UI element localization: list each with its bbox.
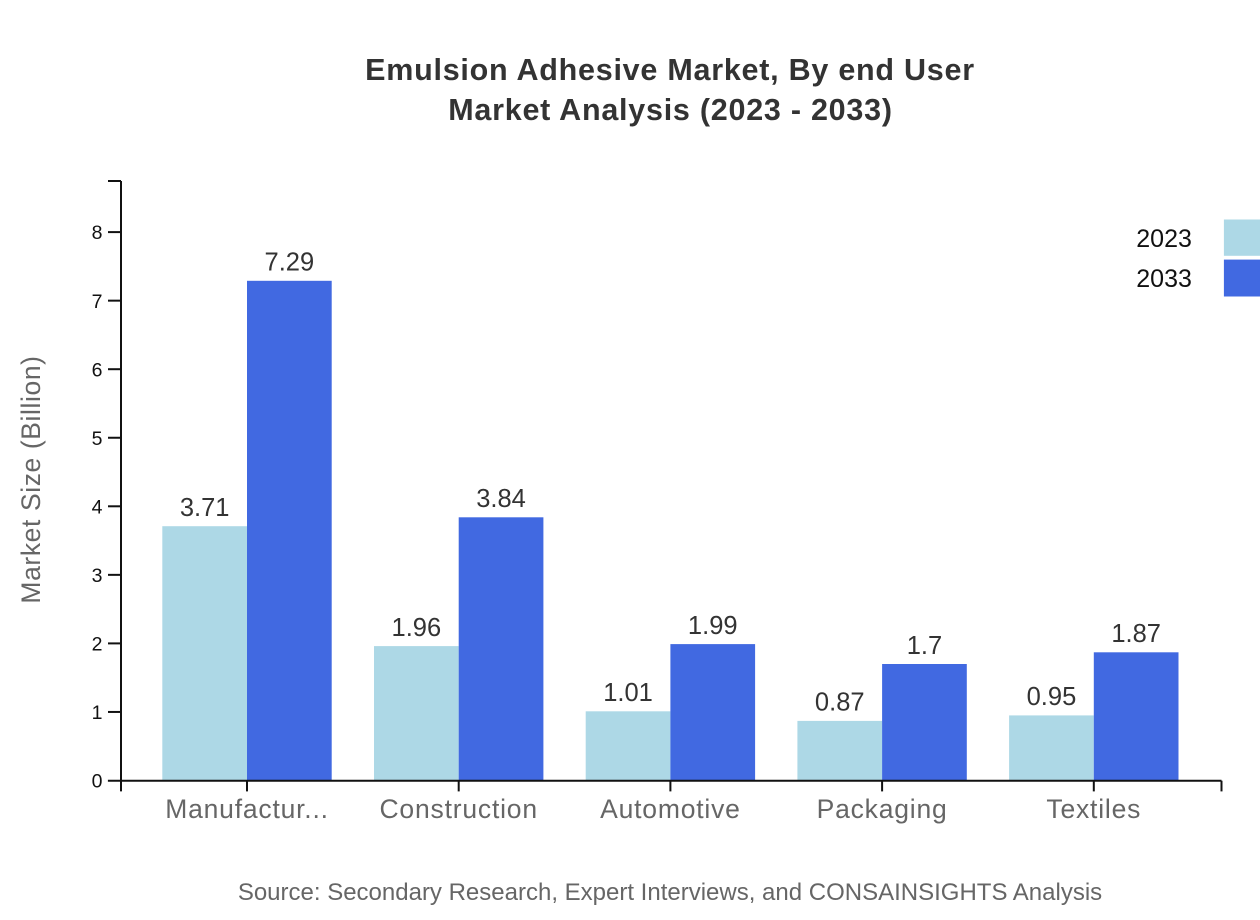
svg-text:1.96: 1.96 [392, 614, 442, 642]
svg-text:Emulsion Adhesive Market, By e: Emulsion Adhesive Market, By end User [365, 53, 975, 87]
svg-text:1.7: 1.7 [907, 632, 942, 660]
svg-text:1.99: 1.99 [688, 612, 738, 640]
svg-text:Packaging: Packaging [817, 794, 948, 824]
svg-text:4: 4 [92, 496, 103, 518]
svg-text:5: 5 [92, 428, 103, 450]
svg-text:2033: 2033 [1136, 265, 1192, 293]
svg-text:2: 2 [92, 634, 103, 656]
svg-text:Construction: Construction [380, 794, 538, 824]
svg-text:1.87: 1.87 [1111, 620, 1161, 648]
svg-text:Textiles: Textiles [1046, 794, 1141, 824]
svg-text:0: 0 [92, 771, 103, 793]
svg-text:7.29: 7.29 [265, 249, 315, 277]
svg-text:Manufactur...: Manufactur... [165, 794, 329, 824]
svg-text:Market Analysis (2023 - 2033): Market Analysis (2023 - 2033) [448, 93, 892, 127]
svg-text:0.95: 0.95 [1027, 683, 1077, 711]
svg-text:2023: 2023 [1136, 225, 1192, 253]
svg-text:3.84: 3.84 [476, 485, 526, 513]
svg-text:3: 3 [92, 565, 103, 587]
svg-text:8: 8 [92, 222, 103, 244]
svg-text:1: 1 [92, 702, 103, 724]
svg-text:Source: Secondary Research, Ex: Source: Secondary Research, Expert Inter… [238, 879, 1102, 906]
svg-text:Market Size (Billion): Market Size (Billion) [16, 355, 46, 603]
svg-text:6: 6 [92, 359, 103, 381]
svg-text:1.01: 1.01 [603, 679, 653, 707]
svg-text:3.71: 3.71 [180, 494, 230, 522]
svg-text:0.87: 0.87 [815, 689, 865, 717]
svg-text:7: 7 [92, 291, 103, 313]
svg-text:Automotive: Automotive [600, 794, 741, 824]
